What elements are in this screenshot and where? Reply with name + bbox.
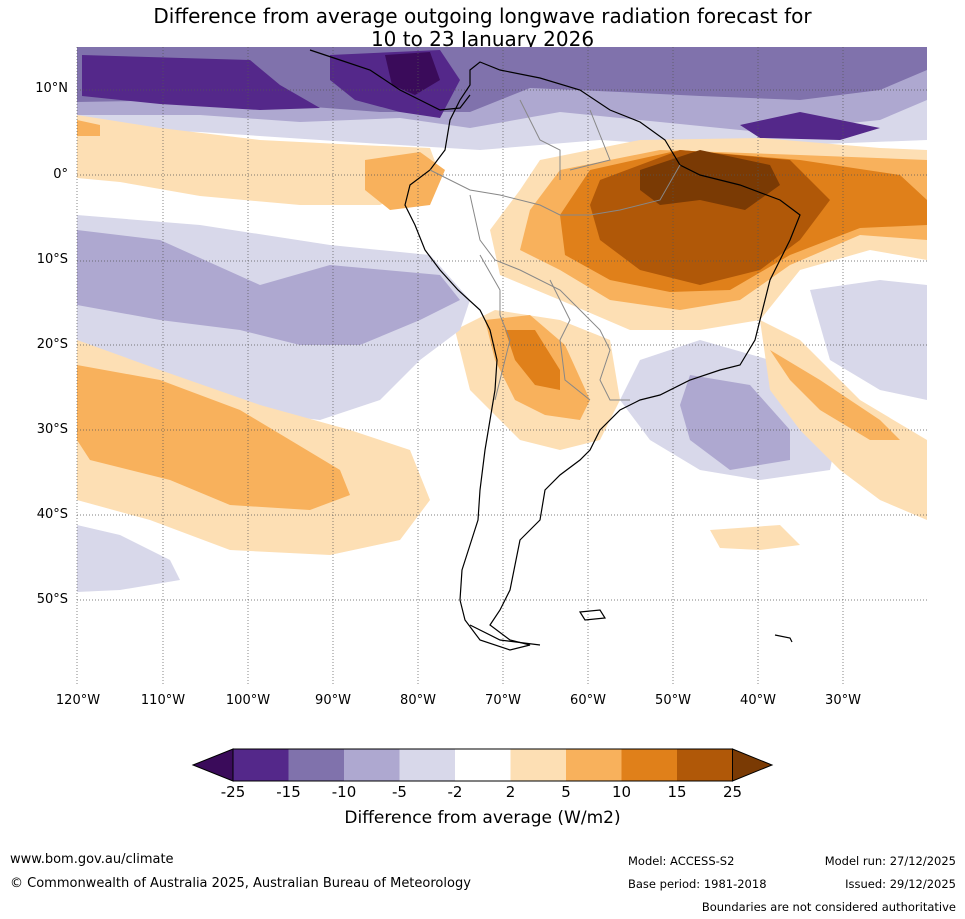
coastline-south-america [404, 61, 801, 651]
colorbar-tick-label: 25 [722, 783, 743, 801]
colorbar-title: Difference from average (W/m2) [344, 808, 621, 828]
colorbar-tick-label: 2 [505, 783, 516, 801]
colorbar-tick-label: -10 [331, 783, 357, 801]
lat-label-20s: 20°S [36, 337, 68, 352]
colorbar-bin-8 [621, 749, 677, 781]
issued-date: Issued: 29/12/2025 [845, 877, 956, 891]
website-link[interactable]: www.bom.gov.au/climate [10, 852, 174, 867]
lat-label-10n: 10°N [35, 81, 68, 96]
colorbar-tick-label: 10 [611, 783, 632, 801]
colorbar-bin-1 [233, 749, 289, 781]
anomaly-far-south [77, 525, 180, 592]
anomaly-core-pacific [82, 55, 320, 110]
graticule [76, 47, 927, 684]
anomaly-core-peak [385, 52, 440, 95]
colorbar-bin-9 [677, 749, 733, 781]
colorbar-bin-7 [566, 749, 622, 781]
colorbar-tick-label: -25 [220, 783, 246, 801]
lat-label-10s: 10°S [36, 252, 68, 267]
coastline-central-america [309, 49, 471, 111]
anomaly-spacific-mid [77, 365, 350, 510]
map-title-line-1: Difference from average outgoing longwav… [153, 4, 812, 28]
anomaly-satlantic-mid [680, 375, 790, 470]
anomaly-small-blob-south [710, 525, 800, 550]
country-borders [429, 99, 681, 401]
lon-label-80w: 80°W [400, 693, 436, 708]
lon-label-110w: 110°W [140, 693, 186, 708]
lon-label-40w: 40°W [740, 693, 776, 708]
colorbar-tick-label: -5 [392, 783, 407, 801]
model-name: Model: ACCESS-S2 [628, 854, 735, 868]
anomaly-brazil-core [640, 150, 780, 210]
lon-label-120w: 120°W [55, 693, 101, 708]
lon-label-50w: 50°W [655, 693, 691, 708]
lat-label-30s: 30°S [36, 422, 68, 437]
copyright-notice: © Commonwealth of Australia 2025, Austra… [10, 876, 471, 891]
coastline-south-georgia [774, 634, 793, 643]
lon-label-100w: 100°W [225, 693, 271, 708]
lon-label-70w: 70°W [485, 693, 521, 708]
map-title-line-2: 10 to 23 January 2026 [370, 27, 595, 51]
anomaly-core-atlantic [740, 112, 880, 140]
coastline-falklands [578, 609, 607, 621]
base-period: Base period: 1981-2018 [628, 877, 767, 891]
boundaries-disclaimer: Boundaries are not considered authoritat… [701, 900, 956, 914]
coastline-tierra-del-fuego [469, 624, 541, 646]
colorbar-outline [232, 748, 733, 782]
anomaly-atlantic-east-light [810, 280, 927, 400]
colorbar-bin-4 [399, 749, 455, 781]
colorbar-bin-3 [344, 749, 400, 781]
lon-label-60w: 60°W [570, 693, 606, 708]
coastlines [309, 49, 801, 651]
colorbar-bin-2 [288, 749, 344, 781]
anomaly-strip-eq-west-mid [77, 120, 100, 136]
anomaly-field [77, 47, 927, 684]
colorbar-tick-label: 5 [561, 783, 571, 801]
anomaly-strip-eq-west [77, 115, 440, 205]
colorbar-bin-5 [455, 749, 511, 781]
colorbar-extend-low [191, 748, 234, 782]
anomaly-pacific-band-mid [77, 230, 460, 345]
lat-label-0: 0° [53, 167, 68, 182]
anomaly-atlantic-plume-mid [770, 350, 900, 440]
lat-label-40s: 40°S [36, 507, 68, 522]
lon-label-90w: 90°W [315, 693, 351, 708]
colorbar-bin-6 [510, 749, 566, 781]
colorbar-extend-high [732, 748, 774, 782]
anomaly-strip-eq-east [365, 152, 445, 210]
colorbar-tick-label: 15 [667, 783, 687, 801]
colorbar-tick-label: -15 [276, 783, 301, 801]
lat-label-50s: 50°S [36, 592, 68, 607]
colorbar-tick-label: -2 [447, 783, 463, 801]
model-run-date: Model run: 27/12/2025 [824, 854, 956, 868]
lon-label-30w: 30°W [825, 693, 861, 708]
